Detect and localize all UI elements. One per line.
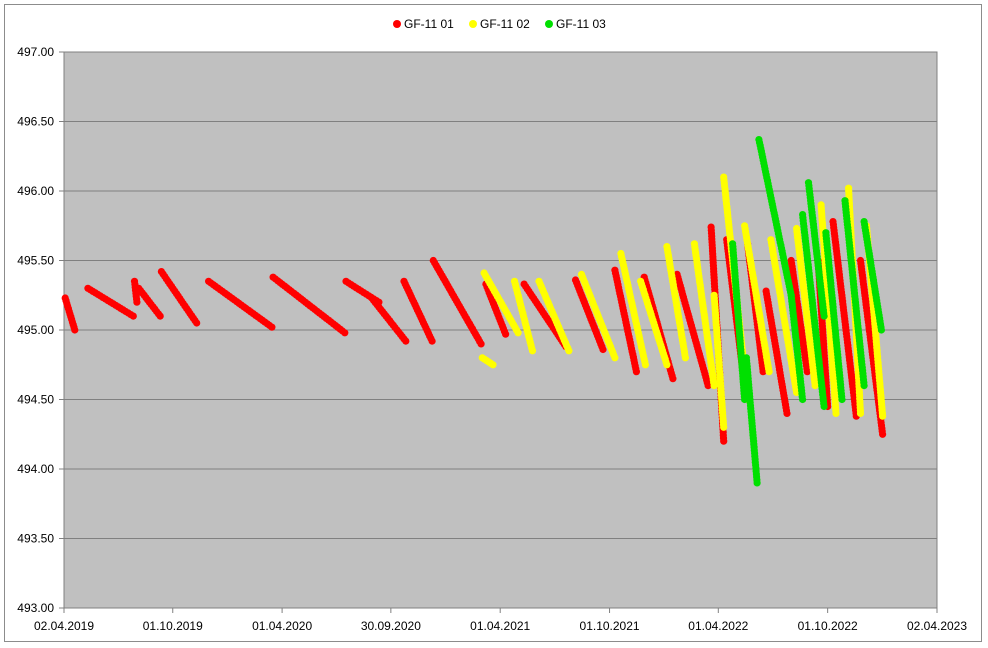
- data-point: [502, 330, 510, 338]
- legend-item: GF-11 02: [469, 17, 530, 31]
- x-tick-label: 01.10.2022: [798, 619, 858, 633]
- data-point: [820, 402, 828, 411]
- y-tick-label: 493.00: [17, 601, 54, 615]
- data-point: [489, 361, 497, 369]
- y-tick-label: 495.50: [17, 254, 54, 268]
- data-point: [765, 368, 773, 376]
- data-point: [193, 319, 201, 327]
- x-tick-label: 01.04.2022: [688, 619, 748, 633]
- data-point: [681, 354, 690, 362]
- data-point: [704, 382, 712, 390]
- legend-label: GF-11 03: [556, 17, 606, 31]
- data-point: [753, 479, 761, 487]
- legend-label: GF-11 01: [404, 17, 454, 31]
- data-point: [783, 409, 791, 417]
- y-tick-label: 496.00: [17, 184, 54, 198]
- legend-item: GF-11 03: [545, 17, 606, 31]
- x-tick-label: 01.10.2021: [580, 619, 640, 633]
- y-tick-label: 495.00: [17, 323, 54, 337]
- data-point: [710, 382, 718, 390]
- y-tick-label: 493.50: [17, 532, 54, 546]
- data-point: [799, 395, 807, 404]
- data-point: [720, 423, 728, 431]
- x-tick-label: 02.04.2023: [907, 619, 967, 633]
- data-point: [838, 395, 846, 404]
- x-tick-label: 01.04.2021: [470, 619, 530, 633]
- data-point: [820, 312, 828, 320]
- data-point: [856, 409, 865, 417]
- data-point: [877, 326, 886, 334]
- data-point: [129, 312, 137, 320]
- y-tick-label: 497.00: [17, 45, 54, 59]
- data-point: [669, 375, 677, 383]
- data-point: [860, 382, 868, 390]
- legend-item: GF-11 01: [393, 17, 454, 31]
- legend-marker: [393, 20, 401, 28]
- data-point: [514, 329, 522, 337]
- data-point: [879, 412, 887, 420]
- x-tick-label: 01.04.2020: [252, 619, 312, 633]
- data-point: [428, 337, 436, 345]
- legend-marker: [545, 20, 553, 28]
- data-point: [565, 347, 573, 355]
- series-3: [729, 136, 886, 487]
- data-point: [477, 340, 485, 348]
- y-tick-label: 494.00: [17, 462, 54, 476]
- x-tick-label: 01.10.2019: [143, 619, 203, 633]
- x-tick-label: 30.09.2020: [361, 619, 421, 633]
- data-point: [133, 298, 141, 306]
- data-point: [611, 354, 619, 362]
- axis-layer: 493.00 493.50 494.00 494.50 495.00 495.50 496.…: [17, 45, 967, 633]
- data-point: [811, 382, 819, 390]
- y-tick-label: 494.50: [17, 393, 54, 407]
- data-point: [663, 361, 671, 369]
- data-point: [71, 326, 79, 334]
- data-point: [641, 361, 650, 369]
- data-point: [341, 329, 349, 337]
- legend-label: GF-11 02: [480, 17, 530, 31]
- data-point: [402, 337, 410, 345]
- data-point: [803, 368, 811, 376]
- legend-marker: [469, 20, 477, 28]
- data-point: [268, 323, 276, 331]
- data-point: [720, 437, 728, 445]
- x-tick-label: 02.04.2019: [34, 619, 94, 633]
- data-point: [632, 368, 641, 376]
- data-point: [879, 430, 887, 438]
- data-point: [759, 368, 767, 376]
- data-point: [528, 347, 537, 355]
- y-tick-label: 496.50: [17, 115, 54, 129]
- points-layer: [61, 136, 887, 487]
- data-point: [156, 312, 164, 320]
- data-point: [832, 409, 840, 417]
- legend: GF-11 01 GF-11 02 GF-11 03: [393, 17, 606, 31]
- data-point: [599, 345, 607, 354]
